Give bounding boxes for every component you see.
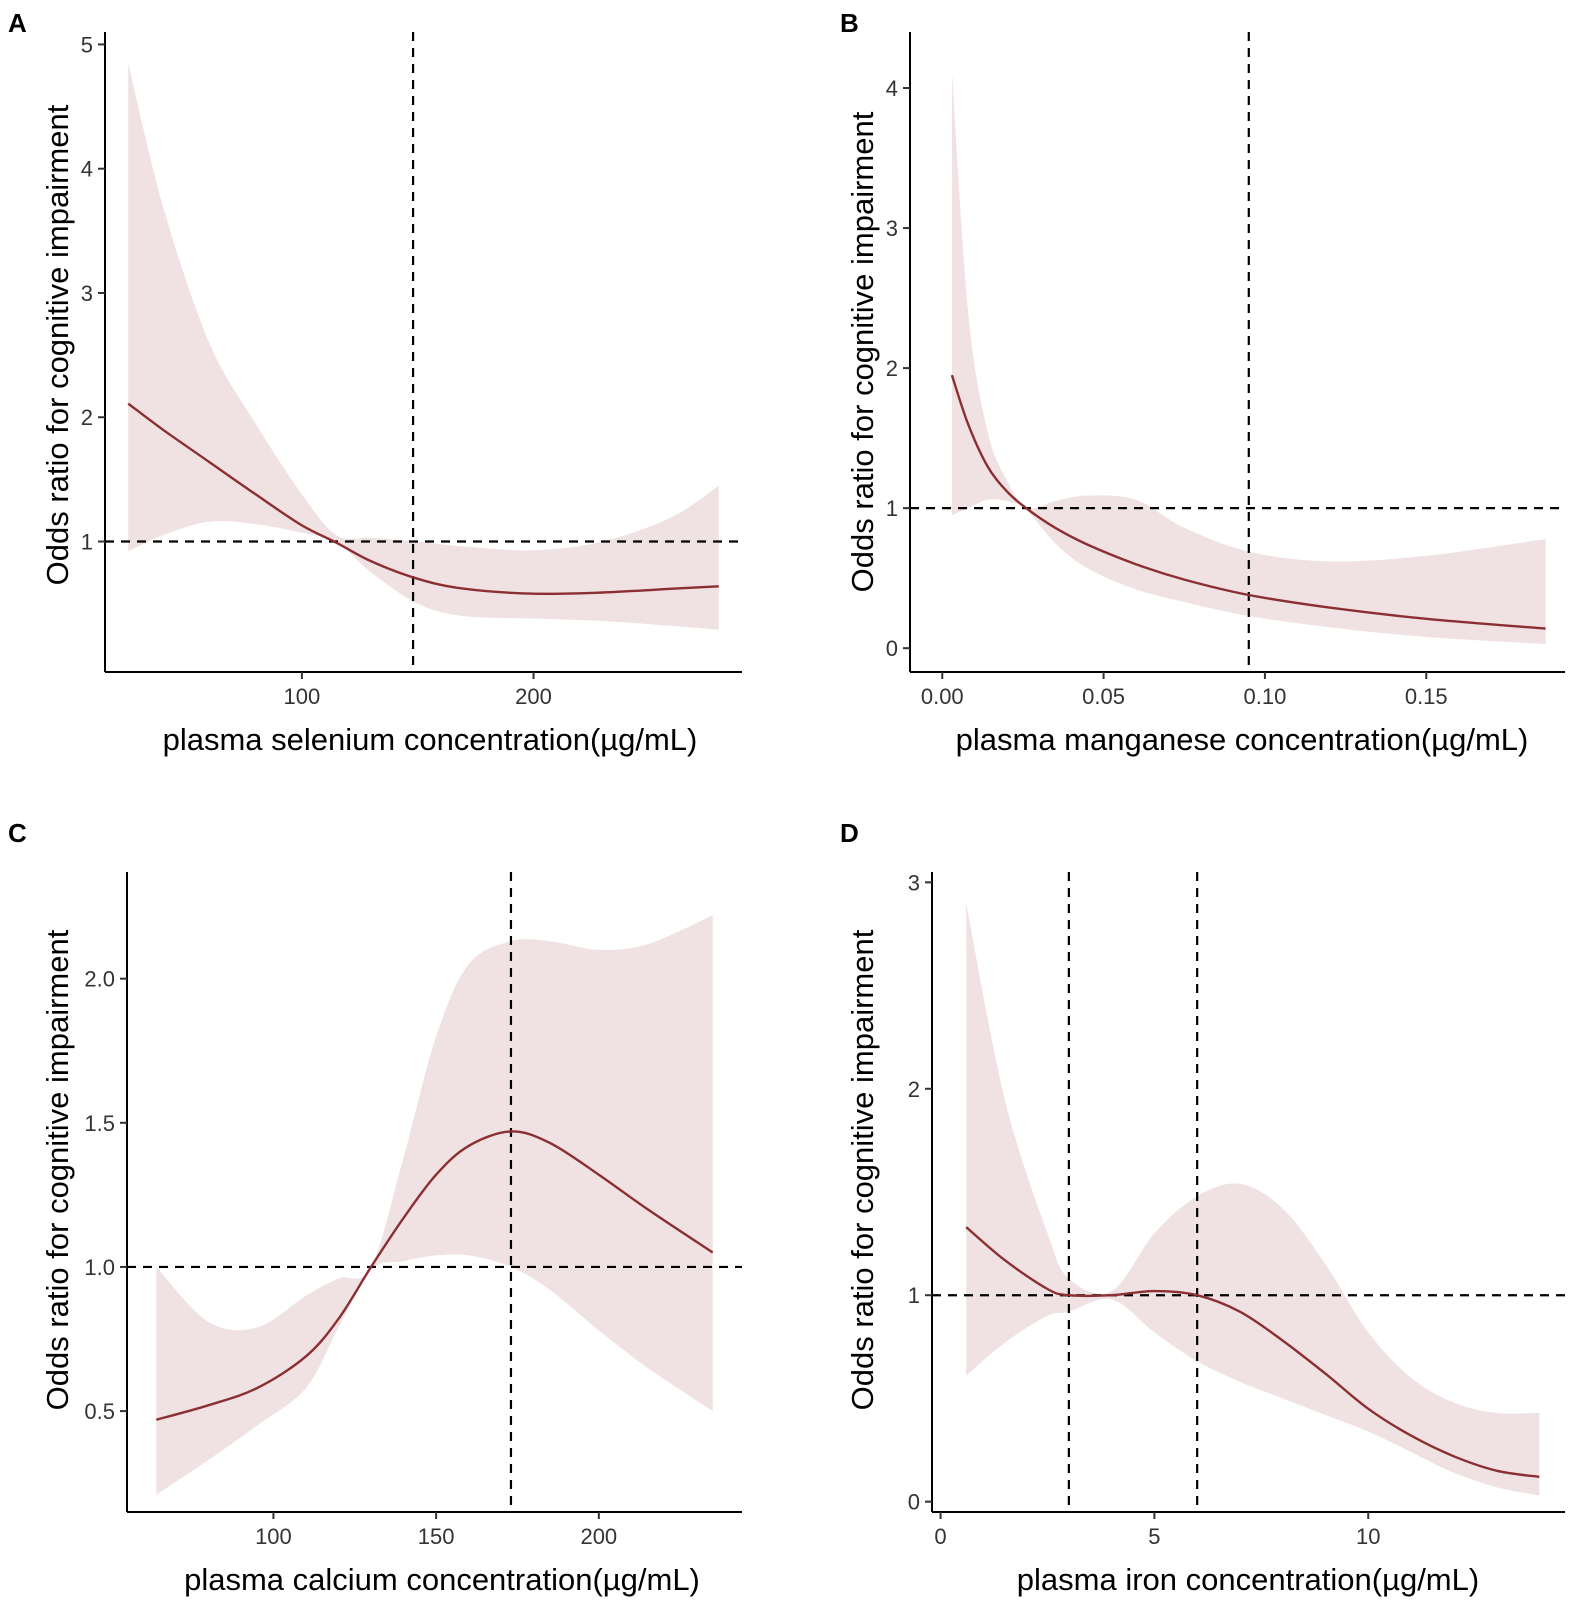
panel-a: 1 2 3 4 5 100 200 A plasma selenium concentrat… <box>8 8 742 757</box>
panel-c-odds-ratio-curve <box>155 1130 714 1421</box>
panel-c-x-tick-label: 150 <box>418 1524 455 1549</box>
panel-d-odds-ratio-curve <box>965 1226 1540 1479</box>
panel-d-x-tick-label: 10 <box>1356 1524 1380 1549</box>
panel-a-band-layer <box>128 63 719 630</box>
panel-d-axes: 0 1 2 3 0 5 10 <box>908 870 1565 1549</box>
panel-b-y-tick-label: 1 <box>886 496 898 521</box>
panel-a-y-tick-label: 3 <box>81 281 93 306</box>
panel-b: 0 1 2 3 4 0.00 0.05 0.10 0.15 B plasma manganese… <box>840 8 1565 757</box>
panel-c-x-tick-label: 200 <box>580 1524 617 1549</box>
panel-d-y-tick-label: 2 <box>908 1077 920 1102</box>
panel-b-axes: 0 1 2 3 4 0.00 0.05 0.10 0.15 <box>886 32 1565 709</box>
panel-d-x-tick-label: 0 <box>934 1524 946 1549</box>
panel-a-y-tick-label: 4 <box>81 157 93 182</box>
panel-a-y-axis-title: Odds ratio for cognitive impairment <box>40 104 75 585</box>
panel-b-y-tick-label: 4 <box>886 76 898 101</box>
panel-a-y-tick-label: 1 <box>81 530 93 555</box>
panel-a-curve-layer <box>127 402 719 596</box>
panel-d-y-tick-label: 0 <box>908 1490 920 1515</box>
panel-c-x-axis-title: plasma calcium concentration(µg/mL) <box>184 1562 700 1597</box>
panel-a-x-tick-label: 100 <box>284 684 321 709</box>
panel-b-y-tick-label: 0 <box>886 636 898 661</box>
panel-a-y-tick-label: 2 <box>81 405 93 430</box>
panel-c: 0.5 1.0 1.5 2.0 100 150 200 C plasma calcium c… <box>8 818 742 1597</box>
panel-b-x-tick-label: 0.05 <box>1082 684 1125 709</box>
panel-a-letter: A <box>8 8 27 38</box>
panel-b-x-axis-title: plasma manganese concentration(µg/mL) <box>956 722 1529 757</box>
panel-c-y-tick-label: 1.0 <box>84 1255 115 1280</box>
panel-c-y-tick-label: 0.5 <box>84 1399 115 1424</box>
panel-a-confidence-band <box>128 63 719 630</box>
panel-d-y-tick-label: 1 <box>908 1283 920 1308</box>
panel-b-reference-lines <box>910 32 1565 672</box>
panel-d-x-axis-title: plasma iron concentration(µg/mL) <box>1017 1562 1479 1597</box>
panel-d-x-tick-label: 5 <box>1148 1524 1160 1549</box>
panel-d-letter: D <box>840 818 859 848</box>
panel-d: 0 1 2 3 0 5 10 D plasma iron concentration(µg/… <box>840 818 1565 1597</box>
panel-c-letter: C <box>8 818 27 848</box>
panel-b-confidence-band <box>951 71 1546 644</box>
panel-d-band-layer <box>966 903 1540 1496</box>
panel-c-band-layer <box>156 915 713 1495</box>
panel-c-y-axis-title: Odds ratio for cognitive impairment <box>40 929 75 1410</box>
panel-c-curve-layer <box>155 1130 714 1421</box>
panel-c-y-tick-label: 1.5 <box>84 1111 115 1136</box>
panel-d-confidence-band <box>966 903 1540 1496</box>
panel-b-x-tick-label: 0.00 <box>921 684 964 709</box>
panel-a-x-axis-title: plasma selenium concentration(µg/mL) <box>163 722 698 757</box>
panel-a-x-tick-label: 200 <box>515 684 552 709</box>
panel-a-axes: 1 2 3 4 5 100 200 <box>81 32 742 709</box>
panel-d-y-axis-title: Odds ratio for cognitive impairment <box>845 929 880 1410</box>
panel-b-x-tick-label: 0.15 <box>1405 684 1448 709</box>
panel-d-y-tick-label: 3 <box>908 870 920 895</box>
panel-a-odds-ratio-curve <box>127 402 719 596</box>
panel-d-curve-layer <box>965 1226 1540 1479</box>
panel-a-reference-lines <box>105 32 742 672</box>
panel-b-y-tick-label: 3 <box>886 216 898 241</box>
panel-c-axes: 0.5 1.0 1.5 2.0 100 150 200 <box>84 872 742 1549</box>
panel-a-y-tick-label: 5 <box>81 32 93 57</box>
panel-c-y-tick-label: 2.0 <box>84 967 115 992</box>
panel-d-reference-lines <box>932 872 1565 1512</box>
panel-b-y-tick-label: 2 <box>886 356 898 381</box>
panel-b-odds-ratio-curve <box>950 374 1546 630</box>
panel-c-reference-lines <box>127 872 742 1512</box>
panel-b-x-tick-label: 0.10 <box>1244 684 1287 709</box>
panel-b-band-layer <box>951 71 1546 644</box>
panel-b-letter: B <box>840 8 859 38</box>
panel-c-x-tick-label: 100 <box>255 1524 292 1549</box>
panel-b-y-axis-title: Odds ratio for cognitive impairment <box>845 111 880 592</box>
panel-b-curve-layer <box>950 374 1546 630</box>
panel-c-confidence-band <box>156 915 713 1495</box>
